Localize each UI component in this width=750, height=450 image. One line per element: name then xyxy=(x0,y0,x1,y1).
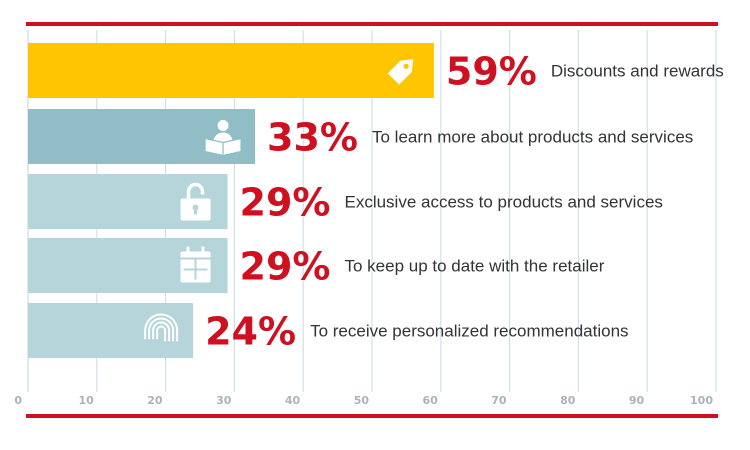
x-tick-label: 100 xyxy=(690,394,713,407)
bar-row: 24% To receive personalized recommendatio… xyxy=(28,303,629,358)
tag-icon xyxy=(387,59,414,85)
x-tick-label: 60 xyxy=(422,394,438,407)
top-rule xyxy=(26,22,718,26)
category-label: To keep up to date with the retailer xyxy=(344,257,604,276)
x-tick-label: 10 xyxy=(78,394,94,407)
value-label: 33% xyxy=(267,116,358,160)
unlock-icon xyxy=(180,182,211,221)
category-label: To receive personalized recommendations xyxy=(310,322,628,341)
value-label: 59% xyxy=(446,50,537,94)
x-tick-label: 80 xyxy=(560,394,576,407)
bar xyxy=(28,43,434,98)
category-label: To learn more about products and service… xyxy=(372,128,693,147)
rules xyxy=(26,22,718,418)
bar-row: 59% Discounts and rewards xyxy=(28,43,724,98)
x-tick-label: 20 xyxy=(147,394,163,407)
x-axis-ticks: 0 10 20 30 40 50 60 70 80 90 100 xyxy=(14,394,713,407)
x-tick-label: 30 xyxy=(216,394,232,407)
bar-row: 33% To learn more about products and serv… xyxy=(28,109,693,164)
reading-person-icon xyxy=(204,120,242,157)
value-label: 29% xyxy=(240,181,331,225)
x-tick-label: 0 xyxy=(14,394,22,407)
x-tick-label: 90 xyxy=(629,394,645,407)
bars: 59% Discounts and rewards 33% To learn more… xyxy=(28,43,724,358)
category-label: Discounts and rewards xyxy=(551,62,724,81)
bottom-rule xyxy=(26,414,718,418)
value-label: 29% xyxy=(240,245,331,289)
category-label: Exclusive access to products and service… xyxy=(344,193,662,212)
x-tick-label: 70 xyxy=(491,394,507,407)
bar-row: 29% To keep up to date with the retailer xyxy=(28,238,605,293)
value-label: 24% xyxy=(205,310,296,354)
calendar-icon xyxy=(180,246,211,283)
fingerprint-icon xyxy=(144,313,179,342)
x-tick-label: 40 xyxy=(285,394,301,407)
bar-row: 29% Exclusive access to products and serv… xyxy=(28,174,663,229)
x-tick-label: 50 xyxy=(354,394,370,407)
